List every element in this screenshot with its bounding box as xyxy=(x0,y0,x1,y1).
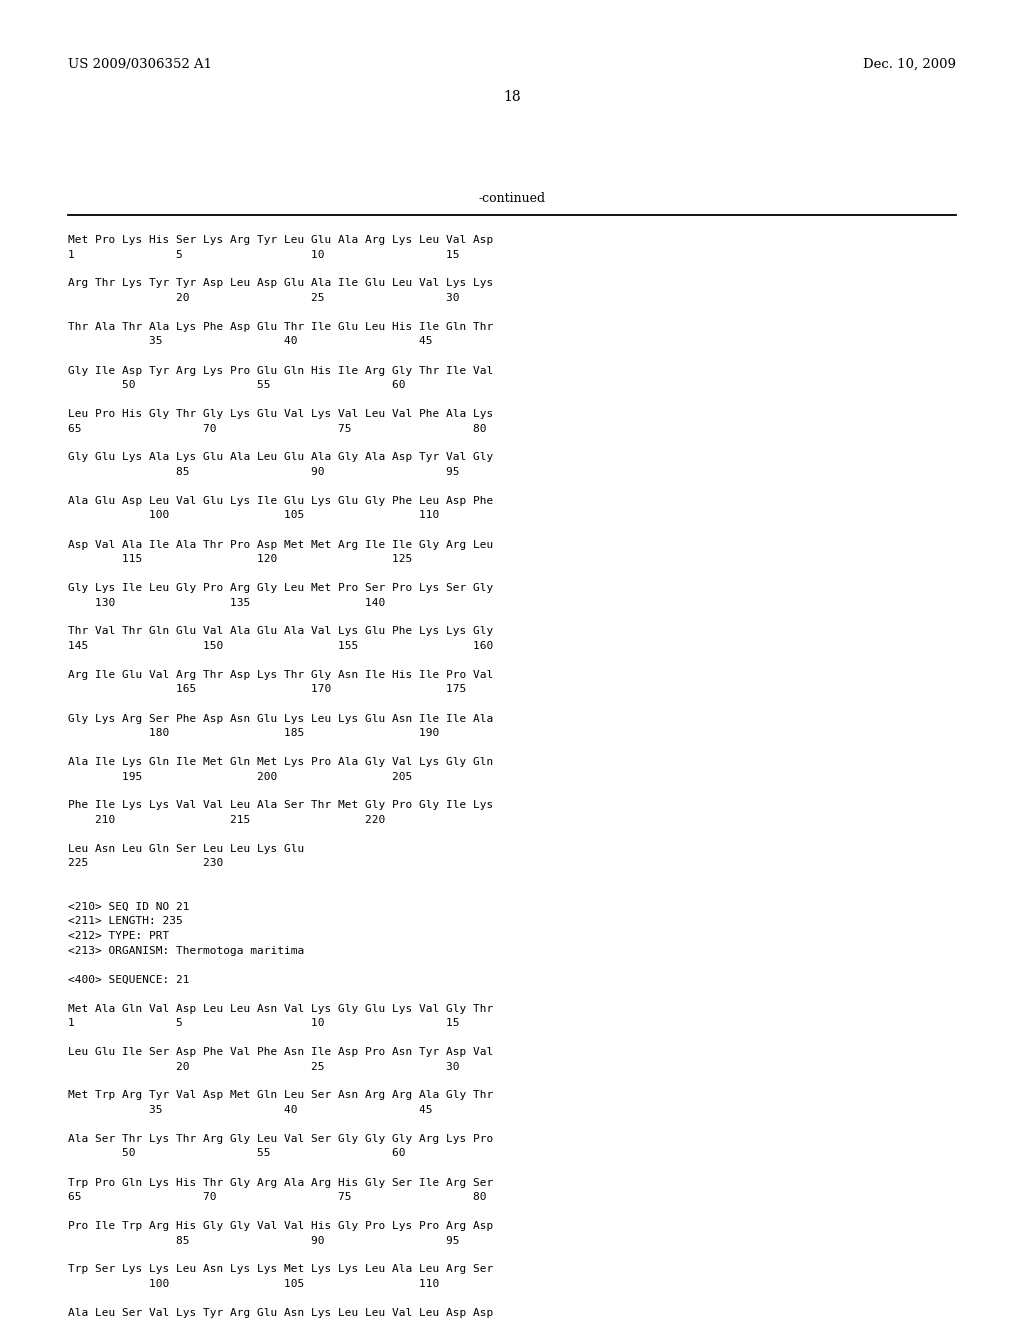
Text: Ala Ser Thr Lys Thr Arg Gly Leu Val Ser Gly Gly Gly Arg Lys Pro: Ala Ser Thr Lys Thr Arg Gly Leu Val Ser … xyxy=(68,1134,494,1144)
Text: Gly Glu Lys Ala Lys Glu Ala Leu Glu Ala Gly Ala Asp Tyr Val Gly: Gly Glu Lys Ala Lys Glu Ala Leu Glu Ala … xyxy=(68,453,494,462)
Text: -continued: -continued xyxy=(478,191,546,205)
Text: Phe Ile Lys Lys Val Val Leu Ala Ser Thr Met Gly Pro Gly Ile Lys: Phe Ile Lys Lys Val Val Leu Ala Ser Thr … xyxy=(68,800,494,810)
Text: Trp Pro Gln Lys His Thr Gly Arg Ala Arg His Gly Ser Ile Arg Ser: Trp Pro Gln Lys His Thr Gly Arg Ala Arg … xyxy=(68,1177,494,1188)
Text: 1               5                   10                  15: 1 5 10 15 xyxy=(68,1018,460,1028)
Text: Leu Glu Ile Ser Asp Phe Val Phe Asn Ile Asp Pro Asn Tyr Asp Val: Leu Glu Ile Ser Asp Phe Val Phe Asn Ile … xyxy=(68,1047,494,1057)
Text: 65                  70                  75                  80: 65 70 75 80 xyxy=(68,424,486,433)
Text: Pro Ile Trp Arg His Gly Gly Val Val His Gly Pro Lys Pro Arg Asp: Pro Ile Trp Arg His Gly Gly Val Val His … xyxy=(68,1221,494,1232)
Text: Gly Ile Asp Tyr Arg Lys Pro Glu Gln His Ile Arg Gly Thr Ile Val: Gly Ile Asp Tyr Arg Lys Pro Glu Gln His … xyxy=(68,366,494,375)
Text: 35                  40                  45: 35 40 45 xyxy=(68,1105,432,1115)
Text: Ala Ile Lys Gln Ile Met Gln Met Lys Pro Ala Gly Val Lys Gly Gln: Ala Ile Lys Gln Ile Met Gln Met Lys Pro … xyxy=(68,756,494,767)
Text: Dec. 10, 2009: Dec. 10, 2009 xyxy=(863,58,956,71)
Text: 210                 215                 220: 210 215 220 xyxy=(68,814,385,825)
Text: 115                 120                 125: 115 120 125 xyxy=(68,554,413,564)
Text: Gly Lys Arg Ser Phe Asp Asn Glu Lys Leu Lys Glu Asn Ile Ile Ala: Gly Lys Arg Ser Phe Asp Asn Glu Lys Leu … xyxy=(68,714,494,723)
Text: Asp Val Ala Ile Ala Thr Pro Asp Met Met Arg Ile Ile Gly Arg Leu: Asp Val Ala Ile Ala Thr Pro Asp Met Met … xyxy=(68,540,494,549)
Text: US 2009/0306352 A1: US 2009/0306352 A1 xyxy=(68,58,212,71)
Text: 65                  70                  75                  80: 65 70 75 80 xyxy=(68,1192,486,1203)
Text: 35                  40                  45: 35 40 45 xyxy=(68,337,432,346)
Text: Ala Glu Asp Leu Val Glu Lys Ile Glu Lys Glu Gly Phe Leu Asp Phe: Ala Glu Asp Leu Val Glu Lys Ile Glu Lys … xyxy=(68,496,494,506)
Text: Trp Ser Lys Lys Leu Asn Lys Lys Met Lys Lys Leu Ala Leu Arg Ser: Trp Ser Lys Lys Leu Asn Lys Lys Met Lys … xyxy=(68,1265,494,1275)
Text: 145                 150                 155                 160: 145 150 155 160 xyxy=(68,642,494,651)
Text: 1               5                   10                  15: 1 5 10 15 xyxy=(68,249,460,260)
Text: 85                  90                  95: 85 90 95 xyxy=(68,467,460,477)
Text: Ala Leu Ser Val Lys Tyr Arg Glu Asn Lys Leu Leu Val Leu Asp Asp: Ala Leu Ser Val Lys Tyr Arg Glu Asn Lys … xyxy=(68,1308,494,1317)
Text: <213> ORGANISM: Thermotoga maritima: <213> ORGANISM: Thermotoga maritima xyxy=(68,945,304,956)
Text: Arg Thr Lys Tyr Tyr Asp Leu Asp Glu Ala Ile Glu Leu Val Lys Lys: Arg Thr Lys Tyr Tyr Asp Leu Asp Glu Ala … xyxy=(68,279,494,289)
Text: <400> SEQUENCE: 21: <400> SEQUENCE: 21 xyxy=(68,974,189,985)
Text: Thr Val Thr Gln Glu Val Ala Glu Ala Val Lys Glu Phe Lys Lys Gly: Thr Val Thr Gln Glu Val Ala Glu Ala Val … xyxy=(68,627,494,636)
Text: Met Pro Lys His Ser Lys Arg Tyr Leu Glu Ala Arg Lys Leu Val Asp: Met Pro Lys His Ser Lys Arg Tyr Leu Glu … xyxy=(68,235,494,246)
Text: 225                 230: 225 230 xyxy=(68,858,223,869)
Text: <212> TYPE: PRT: <212> TYPE: PRT xyxy=(68,931,169,941)
Text: 165                 170                 175: 165 170 175 xyxy=(68,685,466,694)
Text: 18: 18 xyxy=(503,90,521,104)
Text: Leu Pro His Gly Thr Gly Lys Glu Val Lys Val Leu Val Phe Ala Lys: Leu Pro His Gly Thr Gly Lys Glu Val Lys … xyxy=(68,409,494,418)
Text: Met Trp Arg Tyr Val Asp Met Gln Leu Ser Asn Arg Arg Ala Gly Thr: Met Trp Arg Tyr Val Asp Met Gln Leu Ser … xyxy=(68,1090,494,1101)
Text: Thr Ala Thr Ala Lys Phe Asp Glu Thr Ile Glu Leu His Ile Gln Thr: Thr Ala Thr Ala Lys Phe Asp Glu Thr Ile … xyxy=(68,322,494,333)
Text: Leu Asn Leu Gln Ser Leu Leu Lys Glu: Leu Asn Leu Gln Ser Leu Leu Lys Glu xyxy=(68,843,304,854)
Text: 195                 200                 205: 195 200 205 xyxy=(68,771,413,781)
Text: Arg Ile Glu Val Arg Thr Asp Lys Thr Gly Asn Ile His Ile Pro Val: Arg Ile Glu Val Arg Thr Asp Lys Thr Gly … xyxy=(68,671,494,680)
Text: 130                 135                 140: 130 135 140 xyxy=(68,598,385,607)
Text: Met Ala Gln Val Asp Leu Leu Asn Val Lys Gly Glu Lys Val Gly Thr: Met Ala Gln Val Asp Leu Leu Asn Val Lys … xyxy=(68,1003,494,1014)
Text: 85                  90                  95: 85 90 95 xyxy=(68,1236,460,1246)
Text: 180                 185                 190: 180 185 190 xyxy=(68,729,439,738)
Text: <210> SEQ ID NO 21: <210> SEQ ID NO 21 xyxy=(68,902,189,912)
Text: 20                  25                  30: 20 25 30 xyxy=(68,293,460,304)
Text: <211> LENGTH: 235: <211> LENGTH: 235 xyxy=(68,916,182,927)
Text: Gly Lys Ile Leu Gly Pro Arg Gly Leu Met Pro Ser Pro Lys Ser Gly: Gly Lys Ile Leu Gly Pro Arg Gly Leu Met … xyxy=(68,583,494,593)
Text: 50                  55                  60: 50 55 60 xyxy=(68,1148,406,1159)
Text: 100                 105                 110: 100 105 110 xyxy=(68,511,439,520)
Text: 50                  55                  60: 50 55 60 xyxy=(68,380,406,389)
Text: 100                 105                 110: 100 105 110 xyxy=(68,1279,439,1290)
Text: 20                  25                  30: 20 25 30 xyxy=(68,1061,460,1072)
